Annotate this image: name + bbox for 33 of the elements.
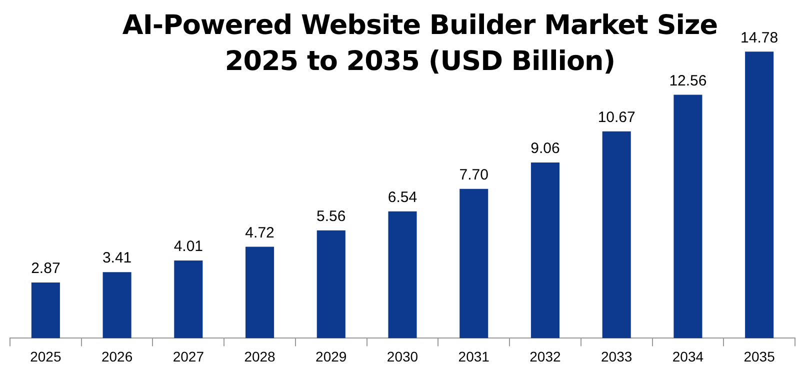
data-label: 6.54 (388, 189, 418, 206)
data-label: 5.56 (316, 208, 346, 226)
bar (388, 211, 417, 338)
x-tick-label: 2025 (30, 348, 62, 364)
x-tick-label: 2028 (244, 348, 276, 364)
x-tick-label: 2034 (672, 348, 704, 364)
bar (174, 260, 203, 338)
bar (31, 282, 60, 338)
data-label: 2.87 (31, 260, 60, 278)
data-label: 4.72 (245, 224, 274, 242)
x-tick-label: 2029 (316, 348, 347, 364)
bar (530, 162, 560, 338)
data-label: 4.01 (174, 238, 204, 256)
bar (602, 131, 631, 338)
bar (316, 230, 346, 338)
bar (674, 94, 702, 338)
data-label: 14.78 (740, 29, 778, 46)
data-label: 10.67 (598, 108, 636, 126)
data-label: 7.70 (459, 166, 488, 184)
x-tick-label: 2026 (101, 348, 133, 364)
data-label: 3.41 (102, 250, 132, 267)
bar (745, 52, 774, 338)
bar (460, 188, 488, 338)
data-label: 9.06 (530, 140, 560, 158)
data-label: 12.56 (669, 72, 707, 90)
x-tick-label: 2032 (530, 348, 562, 364)
bar (246, 246, 274, 338)
bar (102, 272, 132, 338)
x-tick-label: 2030 (386, 348, 418, 364)
x-tick-label: 2035 (744, 348, 776, 364)
x-tick-label: 2033 (601, 348, 632, 364)
x-tick-label: 2031 (458, 348, 490, 364)
x-tick-label: 2027 (172, 348, 204, 364)
